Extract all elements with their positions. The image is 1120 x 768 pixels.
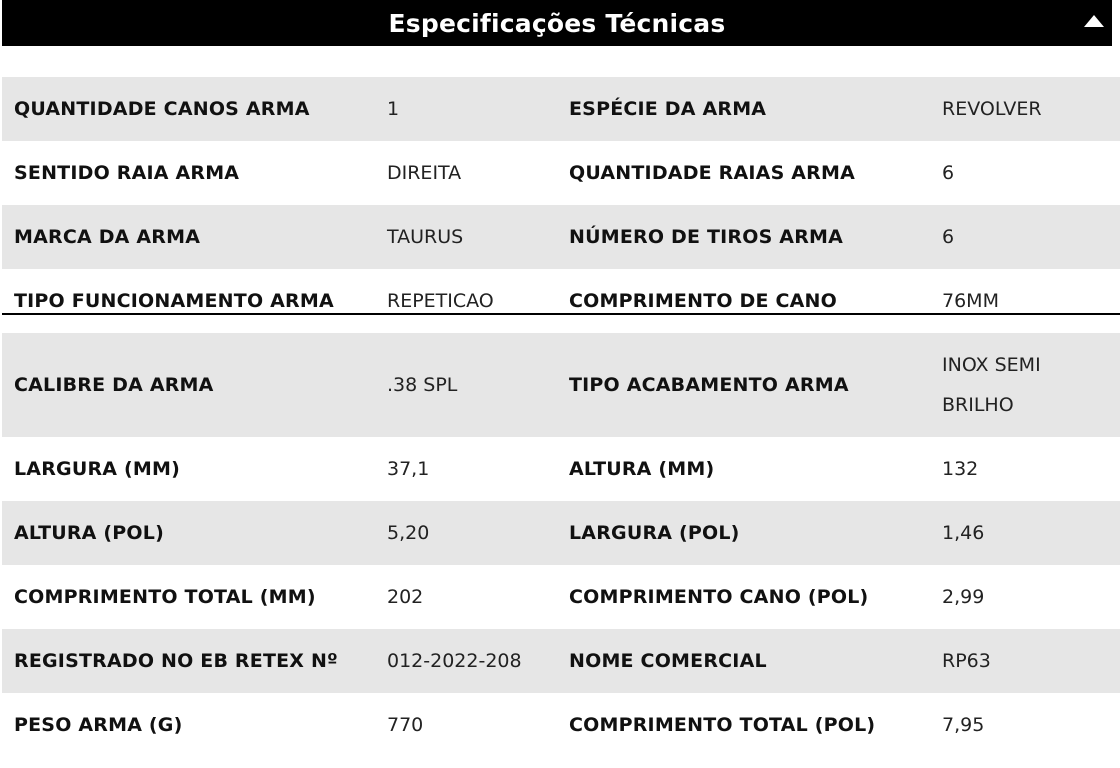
spec-value: 2,99	[942, 586, 985, 608]
spec-row: LARGURA (MM) 37,1 ALTURA (MM) 132	[2, 437, 1120, 501]
spec-row: MARCA DA ARMA TAURUS NÚMERO DE TIROS ARM…	[2, 205, 1120, 269]
spec-row: COMPRIMENTO TOTAL (MM) 202 COMPRIMENTO C…	[2, 565, 1120, 629]
spec-label: REGISTRADO NO EB RETEX Nº	[14, 650, 338, 672]
spec-label: TIPO FUNCIONAMENTO ARMA	[14, 290, 334, 312]
spec-value: 6	[942, 162, 955, 184]
spec-row: ALTURA (POL) 5,20 LARGURA (POL) 1,46	[2, 501, 1120, 565]
spec-value: RP63	[942, 650, 991, 672]
spec-label: QUANTIDADE CANOS ARMA	[14, 98, 310, 120]
spec-label: LARGURA (MM)	[14, 458, 180, 480]
collapse-triangle-icon[interactable]	[1084, 15, 1104, 27]
spec-value: REPETICAO	[387, 290, 494, 312]
spec-value: 5,20	[387, 522, 430, 544]
spec-value: 202	[387, 586, 424, 608]
spec-value: 770	[387, 714, 424, 736]
spec-label: TIPO ACABAMENTO ARMA	[569, 374, 849, 396]
spec-value: 6	[942, 226, 955, 248]
spec-value: 76MM	[942, 290, 999, 312]
spec-value: REVOLVER	[942, 98, 1042, 120]
spec-value: INOX SEMI BRILHO	[942, 354, 1041, 416]
spec-label: ESPÉCIE DA ARMA	[569, 98, 767, 120]
spec-value: 012-2022-208	[387, 650, 522, 672]
spec-label: COMPRIMENTO TOTAL (POL)	[569, 714, 876, 736]
spec-label: COMPRIMENTO DE CANO	[569, 290, 838, 312]
spec-row: QUANTIDADE CANOS ARMA 1 ESPÉCIE DA ARMA …	[2, 77, 1120, 141]
spec-value: 37,1	[387, 458, 430, 480]
specs-table: QUANTIDADE CANOS ARMA 1 ESPÉCIE DA ARMA …	[2, 77, 1120, 757]
spec-label: MARCA DA ARMA	[14, 226, 201, 248]
spec-label: CALIBRE DA ARMA	[14, 374, 214, 396]
spec-label: PESO ARMA (G)	[14, 714, 183, 736]
specs-title: Especificações Técnicas	[388, 8, 726, 38]
spec-label: COMPRIMENTO CANO (POL)	[569, 586, 869, 608]
spec-value: .38 SPL	[387, 374, 458, 396]
spec-row: CALIBRE DA ARMA .38 SPL TIPO ACABAMENTO …	[2, 333, 1120, 437]
spec-label: NOME COMERCIAL	[569, 650, 767, 672]
spec-value: TAURUS	[387, 226, 464, 248]
spec-label: ALTURA (POL)	[14, 522, 164, 544]
spec-row: SENTIDO RAIA ARMA DIREITA QUANTIDADE RAI…	[2, 141, 1120, 205]
spec-label: LARGURA (POL)	[569, 522, 740, 544]
section-divider	[2, 313, 1120, 315]
spec-label: NÚMERO DE TIROS ARMA	[569, 226, 844, 248]
specs-header[interactable]: Especificações Técnicas	[2, 0, 1112, 46]
spec-label: ALTURA (MM)	[569, 458, 715, 480]
spec-value: 1,46	[942, 522, 985, 544]
spec-label: COMPRIMENTO TOTAL (MM)	[14, 586, 316, 608]
spec-value: 132	[942, 458, 979, 480]
spec-row: PESO ARMA (G) 770 COMPRIMENTO TOTAL (POL…	[2, 693, 1120, 757]
spec-row: TIPO FUNCIONAMENTO ARMA REPETICAO COMPRI…	[2, 269, 1120, 333]
spec-value: 1	[387, 98, 400, 120]
spec-row: REGISTRADO NO EB RETEX Nº 012-2022-208 N…	[2, 629, 1120, 693]
spec-label: QUANTIDADE RAIAS ARMA	[569, 162, 856, 184]
spec-label: SENTIDO RAIA ARMA	[14, 162, 240, 184]
spec-value: DIREITA	[387, 162, 462, 184]
spec-value: 7,95	[942, 714, 985, 736]
